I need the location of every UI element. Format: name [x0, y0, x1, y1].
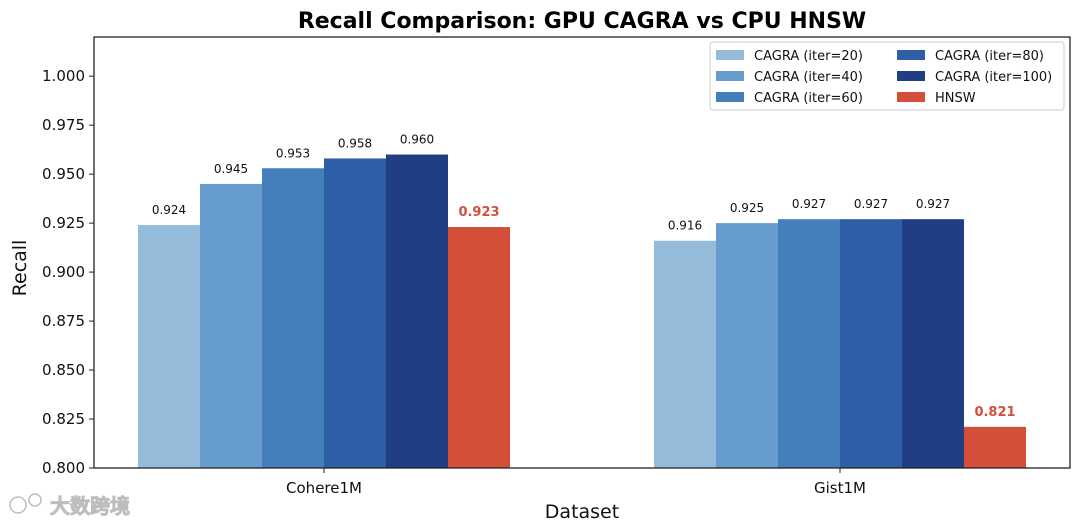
bar-value-label: 0.960	[400, 133, 434, 147]
y-tick-label: 1.000	[42, 67, 85, 85]
bar-value-label: 0.927	[916, 197, 950, 211]
legend-label: CAGRA (iter=20)	[754, 49, 863, 64]
bar	[448, 227, 510, 468]
legend-label: CAGRA (iter=40)	[754, 70, 863, 85]
x-axis-label: Dataset	[545, 501, 619, 523]
x-tick-label: Gist1M	[814, 479, 866, 497]
plot-frame	[93, 36, 1071, 469]
watermark-logo-icon	[9, 493, 42, 514]
bar-value-label: 0.821	[974, 405, 1015, 420]
bar	[902, 219, 964, 468]
y-tick-label: 0.825	[42, 410, 85, 428]
bar	[200, 183, 262, 468]
bar	[138, 225, 200, 468]
y-tick-label: 0.900	[42, 263, 85, 281]
y-axis-ticks: 0.800 0.825 0.850 0.875 0.900 0.925 0.950 0.975…	[42, 67, 94, 477]
bar	[964, 426, 1026, 468]
watermark-text: 大数跨境	[50, 494, 130, 518]
bar-value-label: 0.945	[214, 162, 248, 176]
bar-value-label: 0.958	[338, 136, 372, 150]
legend-swatch	[897, 71, 925, 81]
bar-value-label: 0.927	[854, 197, 888, 211]
legend-swatch	[716, 92, 744, 102]
legend-label: HNSW	[935, 91, 976, 106]
bar-value-label: 0.924	[152, 203, 186, 217]
legend-label: CAGRA (iter=60)	[754, 91, 863, 106]
y-axis-label: Recall	[9, 240, 31, 297]
bar	[654, 240, 716, 468]
bars-group	[138, 154, 1026, 469]
y-tick-label: 0.975	[42, 116, 85, 134]
bar-value-label: 0.916	[668, 219, 702, 233]
bar	[262, 168, 324, 468]
legend-label: CAGRA (iter=80)	[935, 49, 1044, 64]
bar	[840, 219, 902, 468]
bar	[324, 158, 386, 469]
y-tick-label: 0.800	[42, 459, 85, 477]
bar-value-label: 0.923	[458, 205, 499, 220]
x-tick-label: Cohere1M	[286, 479, 362, 497]
y-tick-label: 0.950	[42, 165, 85, 183]
bar-value-label: 0.925	[730, 201, 764, 215]
legend-swatch	[716, 71, 744, 81]
bar-value-label: 0.927	[792, 197, 826, 211]
bar	[778, 219, 840, 468]
legend-frame	[709, 41, 1065, 111]
bar	[386, 154, 448, 468]
bar-labels-group: 0.924 0.945 0.953 0.958 0.960 0.923 0.916 0.925…	[152, 133, 1016, 420]
legend-swatch	[897, 50, 925, 60]
y-tick-label: 0.875	[42, 312, 85, 330]
legend-swatch	[897, 92, 925, 102]
chart-title: Recall Comparison: GPU CAGRA vs CPU HNSW	[298, 9, 866, 34]
bar-value-label: 0.953	[276, 146, 310, 160]
legend: CAGRA (iter=20) CAGRA (iter=40) CAGRA (ite…	[709, 41, 1065, 111]
y-tick-label: 0.850	[42, 361, 85, 379]
y-tick-label: 0.925	[42, 214, 85, 232]
legend-label: CAGRA (iter=100)	[935, 70, 1052, 85]
legend-swatch	[716, 50, 744, 60]
x-axis-ticks: Cohere1M Gist1M	[286, 468, 866, 497]
bar	[716, 223, 778, 468]
